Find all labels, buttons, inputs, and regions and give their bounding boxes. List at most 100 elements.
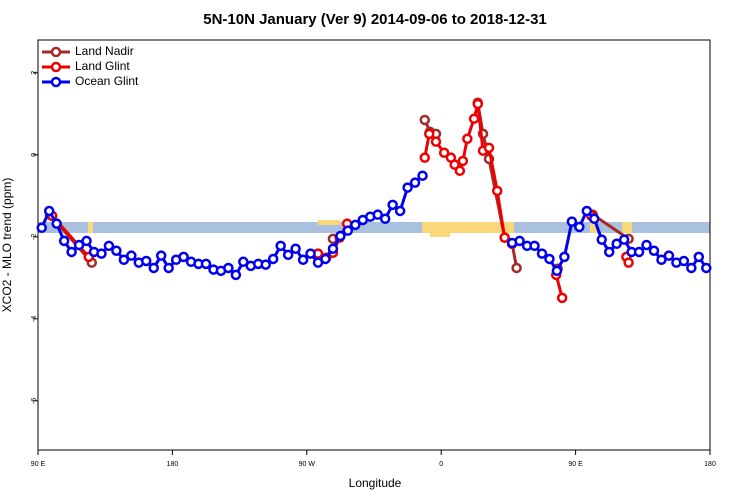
series [36, 170, 712, 281]
surface-strip [38, 220, 710, 237]
data-point [449, 159, 460, 170]
x-tick-label: 90 W [299, 461, 316, 468]
data-point [66, 246, 77, 258]
y-tick-label: -4 [31, 316, 38, 322]
data-point [103, 240, 115, 252]
data-point [419, 152, 431, 163]
data-point [141, 255, 152, 267]
data-point [511, 262, 522, 274]
data-point [472, 98, 484, 110]
data-point [457, 155, 469, 167]
data-point [51, 218, 62, 229]
data-point [686, 262, 697, 274]
x-axis-label: Longitude [349, 476, 402, 490]
data-point [155, 250, 167, 261]
data-point [468, 113, 480, 124]
data-point [462, 133, 473, 145]
data-point [678, 255, 690, 267]
data-point [267, 253, 279, 265]
data-point [372, 209, 383, 220]
data-point [529, 240, 540, 252]
data-point [419, 114, 431, 126]
data-point [275, 240, 286, 252]
data-point [335, 230, 346, 242]
legend-item: Land Nadir [42, 44, 134, 58]
data-point [409, 177, 421, 188]
x-tick-label: 180 [167, 461, 179, 468]
data-point [81, 235, 92, 247]
data-point [544, 253, 555, 265]
y-tick-label: 2 [31, 71, 38, 75]
data-point [641, 239, 652, 251]
legend-label: Land Nadir [75, 44, 134, 58]
series-line [423, 103, 514, 245]
series [46, 98, 634, 304]
data-point [126, 250, 137, 261]
series [44, 97, 634, 275]
data-point [178, 251, 189, 263]
data-point [589, 213, 600, 225]
data-point [499, 232, 510, 243]
legend-item: Land Glint [42, 59, 130, 73]
data-point [551, 265, 563, 277]
data-point [379, 213, 391, 225]
x-tick-label: 180 [704, 461, 716, 468]
data-point [223, 262, 234, 274]
data-point [118, 254, 130, 266]
legend-label: Ocean Glint [75, 74, 139, 88]
land-strip [318, 220, 340, 225]
ocean-strip [38, 222, 710, 233]
data-point [438, 147, 450, 158]
data-point [656, 254, 667, 266]
legend-label: Land Glint [75, 59, 130, 73]
data-point [320, 253, 331, 265]
data-point [648, 245, 660, 256]
data-point [230, 269, 242, 281]
land-strip [622, 222, 632, 233]
data-point [596, 234, 607, 245]
data-point [536, 248, 548, 259]
data-point [581, 205, 593, 217]
data-point [663, 250, 675, 261]
data-point [417, 170, 428, 181]
data-point [454, 165, 466, 177]
data-point [623, 257, 634, 268]
land-strip [590, 222, 598, 233]
data-point [603, 246, 615, 258]
data-point [43, 205, 55, 217]
land-strip [430, 233, 450, 237]
land-strip [88, 222, 93, 233]
y-tick-label: 0 [31, 153, 38, 157]
data-point [58, 235, 70, 247]
data-point [491, 185, 503, 197]
land-strip [422, 222, 514, 233]
data-point [342, 225, 354, 236]
data-point [618, 234, 630, 245]
legend-marker [50, 61, 62, 73]
data-point [148, 262, 159, 274]
data-point [350, 219, 361, 231]
data-point [290, 243, 301, 254]
data-point [574, 221, 585, 233]
data-point [556, 292, 568, 304]
data-point [566, 216, 578, 227]
legend-marker [50, 76, 62, 88]
x-tick-label: 90 E [31, 461, 46, 468]
y-axis-label: XCO2 - MLO trend (ppm) [0, 178, 14, 313]
legend-item: Ocean Glint [42, 74, 139, 88]
data-point [36, 222, 47, 234]
data-point [282, 249, 294, 261]
data-point [327, 243, 339, 254]
data-point [238, 256, 249, 268]
y-tick-label: -2 [31, 234, 38, 240]
data-point [424, 128, 435, 140]
data-point [305, 248, 316, 259]
data-point [297, 254, 309, 266]
data-point [559, 251, 570, 263]
data-point [96, 248, 107, 259]
data-point [394, 205, 406, 217]
x-tick-label: 90 E [568, 461, 583, 468]
data-point [633, 246, 645, 258]
x-tick-label: 0 [439, 461, 443, 468]
